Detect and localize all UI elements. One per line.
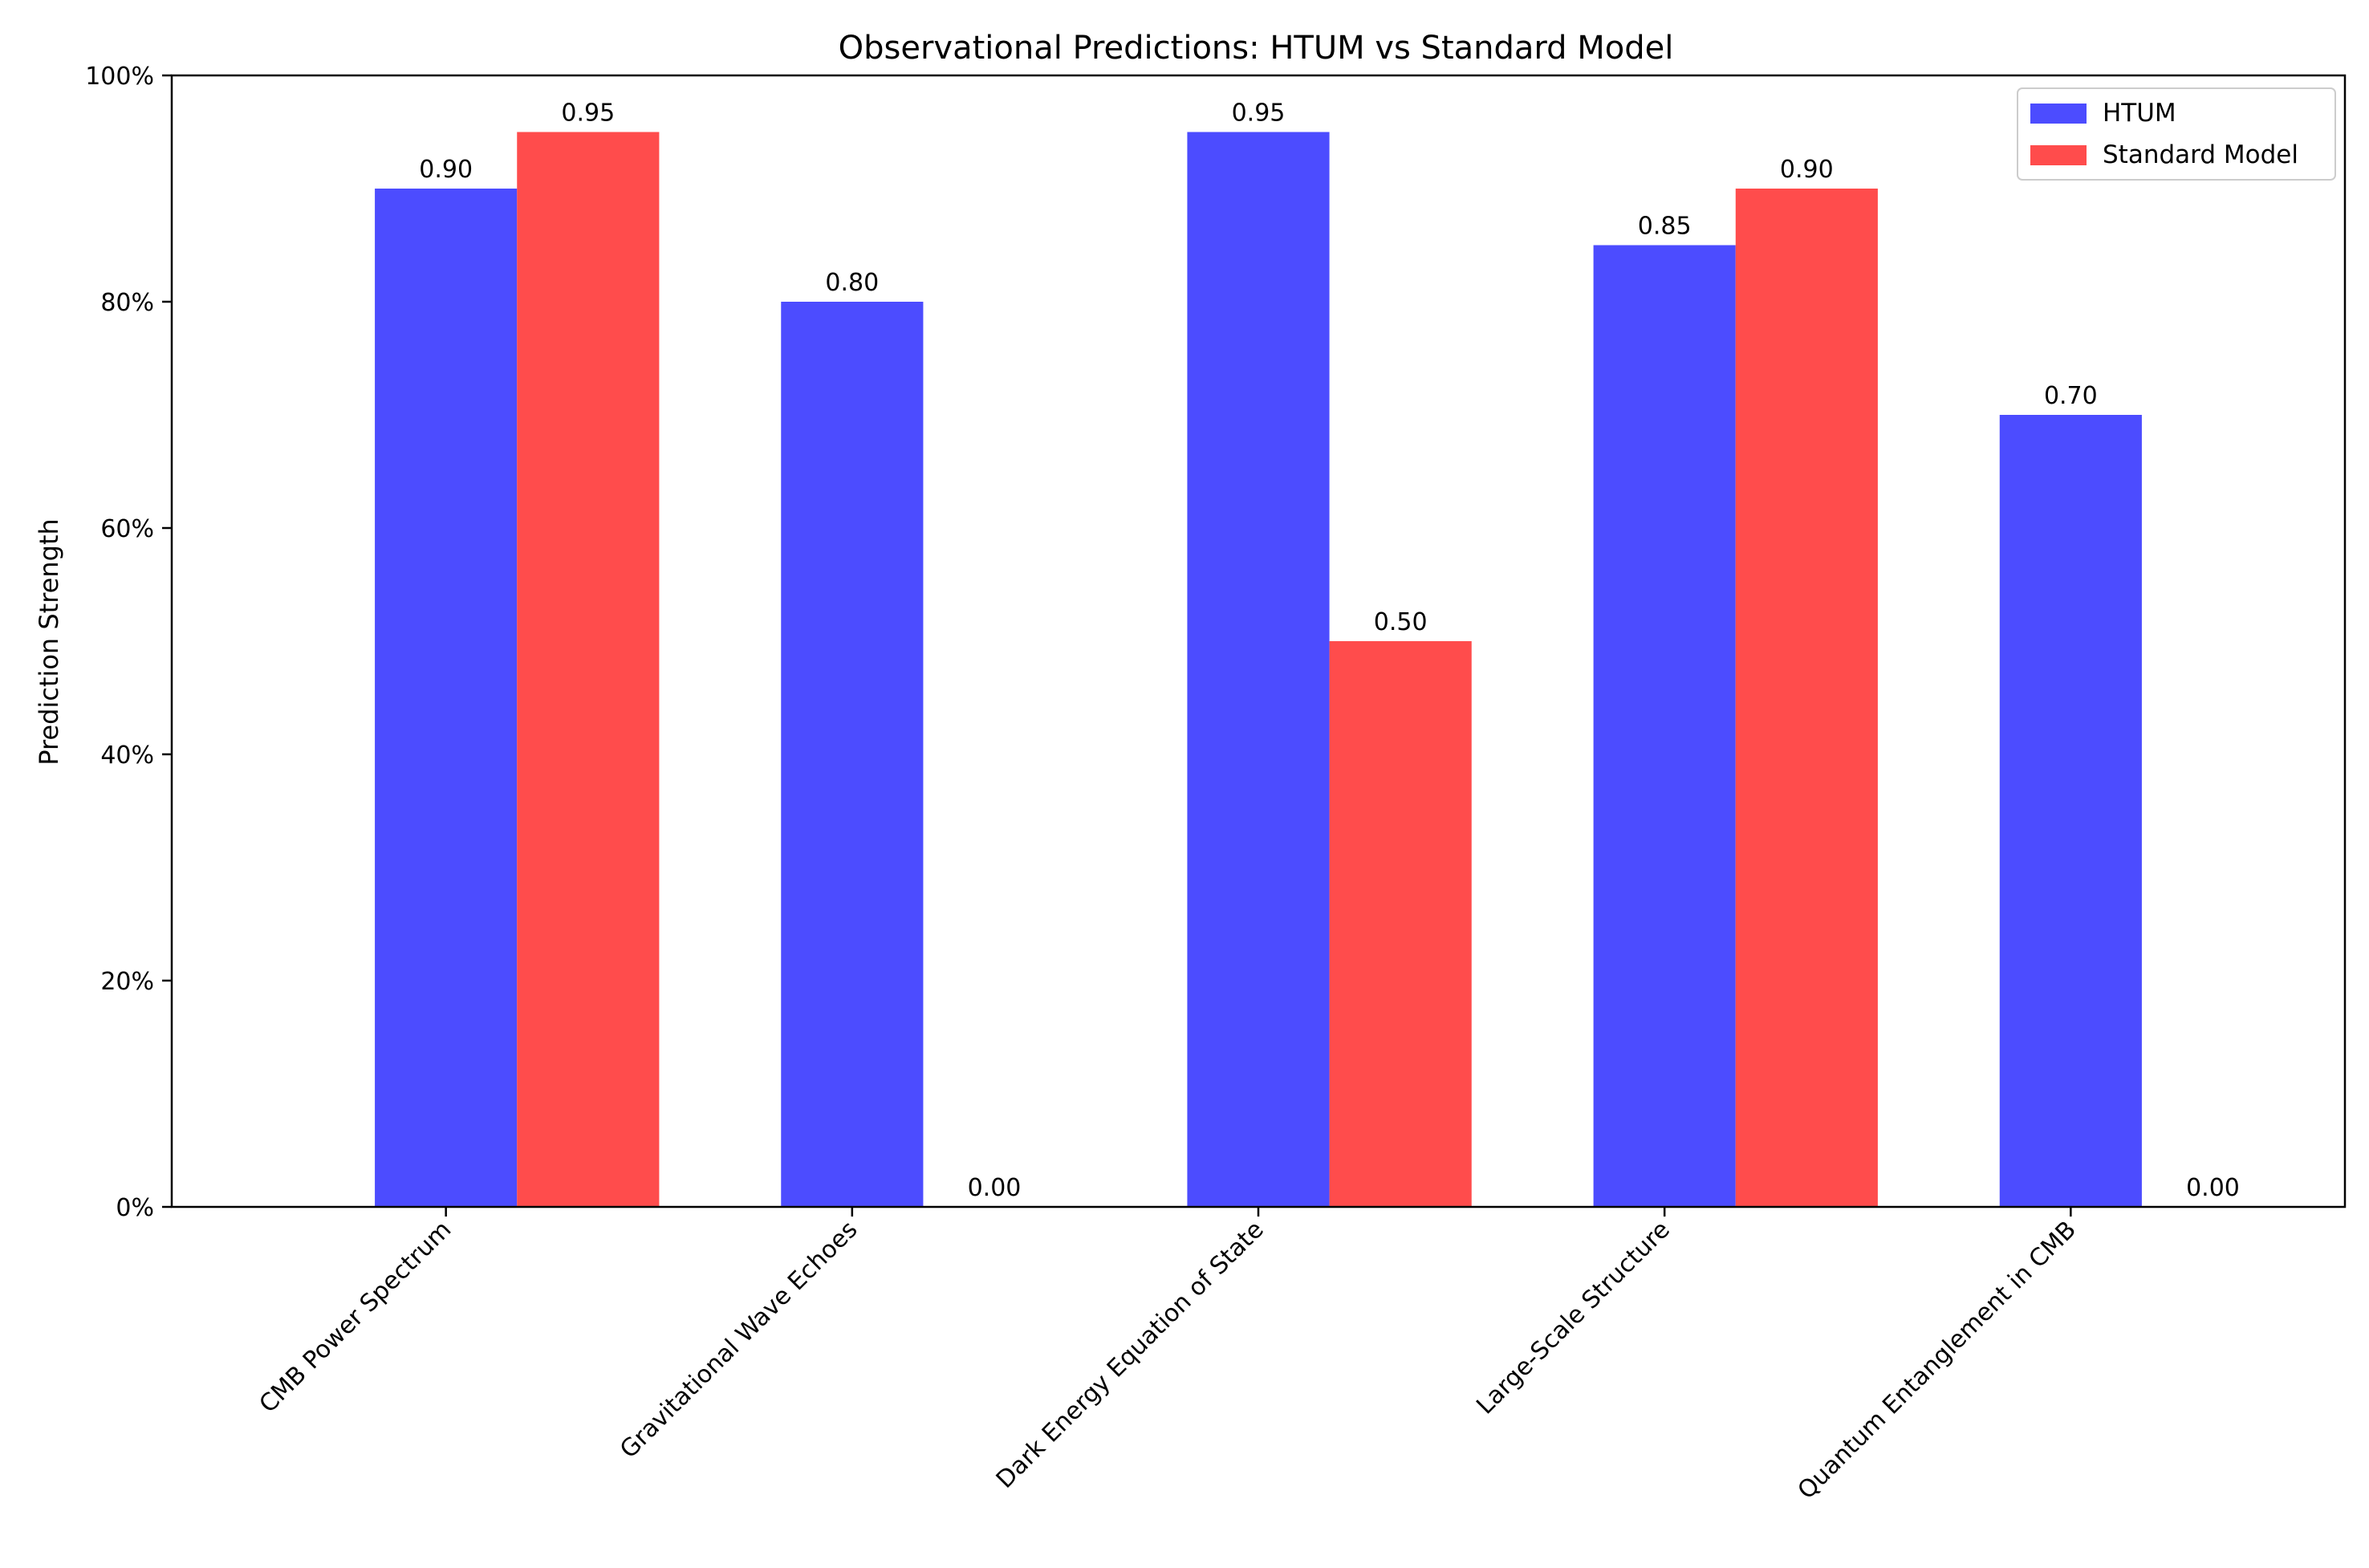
legend-swatch-standard-model [2030,145,2087,165]
legend-swatch-htum [2030,104,2087,124]
legend-label: Standard Model [2103,140,2298,169]
bar-standard-model-2 [1329,641,1472,1207]
x-tick-label: Large-Scale Structure [1471,1216,1676,1420]
bar-value-label: 0.90 [419,156,473,184]
bar-value-label: 0.00 [2186,1174,2240,1202]
bar-htum-2 [1187,132,1330,1207]
legend-label: HTUM [2103,99,2176,128]
plot-frame [170,74,2347,1208]
bar-value-label: 0.95 [561,100,615,128]
y-axis-label: Prediction Strength [34,518,64,766]
bar-standard-model-3 [1735,189,1878,1207]
bar-value-label: 0.90 [1780,156,1834,184]
bar-value-label: 0.95 [1232,100,1286,128]
y-tick-label: 60% [100,515,154,543]
x-tick-label: Gravitational Wave Echoes [615,1216,863,1464]
x-tick-label: CMB Power Spectrum [254,1216,457,1419]
bar-value-label: 0.70 [2044,382,2098,410]
bar-htum-3 [1593,245,1736,1207]
y-tick-label: 0% [116,1194,154,1222]
bar-value-label: 0.80 [825,269,879,297]
bar-value-label: 0.50 [1374,608,1428,636]
bar-standard-model-0 [517,132,660,1207]
bar-htum-1 [781,302,924,1207]
y-tick-label: 80% [100,289,154,317]
x-axis: CMB Power Spectrum Gravitational Wave Ech… [254,1207,2082,1505]
x-tick-label: Quantum Entanglement in CMB [1792,1216,2082,1505]
y-tick-label: 100% [85,63,154,91]
bar-value-label: 0.85 [1638,213,1692,241]
legend-box [2017,87,2336,181]
x-tick-label: Dark Energy Equation of State [991,1216,1270,1494]
bars-layer [375,132,2142,1207]
bar-htum-0 [375,189,518,1207]
legend: HTUM Standard Model [2017,87,2336,181]
value-labels-layer: 0.90 0.80 0.95 0.85 0.70 0.95 0.00 0.50 0.90 0.00 [419,100,2240,1203]
bar-value-label: 0.00 [968,1174,1022,1202]
bar-htum-4 [1999,415,2142,1207]
chart-title: Observational Predictions: HTUM vs Stand… [839,30,1674,67]
y-tick-label: 20% [100,968,154,996]
y-tick-label: 40% [100,741,154,770]
y-axis: 0% 20% 40% 60% 80% 100% [85,63,172,1222]
